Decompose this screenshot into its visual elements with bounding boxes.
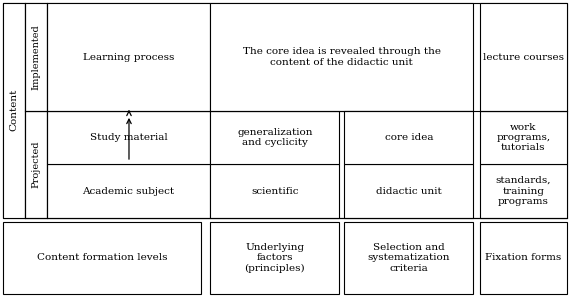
- Text: Selection and
systematization
criteria: Selection and systematization criteria: [367, 243, 450, 273]
- Text: The core idea is revealed through the
content of the didactic unit: The core idea is revealed through the co…: [243, 47, 441, 67]
- Bar: [25, 111, 46, 218]
- Text: scientific: scientific: [251, 187, 298, 196]
- Text: work
programs,
tutorials: work programs, tutorials: [497, 123, 550, 152]
- Text: Implemented: Implemented: [31, 24, 40, 90]
- Bar: [46, 111, 210, 164]
- Bar: [344, 222, 474, 294]
- Text: core idea: core idea: [385, 133, 433, 142]
- Text: generalization
and cyclicity: generalization and cyclicity: [237, 128, 313, 147]
- Text: didactic unit: didactic unit: [376, 187, 441, 196]
- Bar: [25, 3, 46, 111]
- Bar: [480, 111, 567, 164]
- Bar: [210, 3, 474, 111]
- Text: standards,
training
programs: standards, training programs: [496, 176, 551, 206]
- Text: Learning process: Learning process: [83, 52, 174, 61]
- Bar: [3, 3, 25, 218]
- Bar: [344, 164, 474, 218]
- Bar: [480, 164, 567, 218]
- Text: Underlying
factors
(principles): Underlying factors (principles): [245, 243, 305, 273]
- Text: Projected: Projected: [31, 140, 40, 188]
- Bar: [46, 3, 210, 111]
- Bar: [480, 222, 567, 294]
- Text: Content formation levels: Content formation levels: [37, 253, 168, 262]
- Bar: [344, 111, 474, 164]
- Text: lecture courses: lecture courses: [483, 52, 564, 61]
- Text: Fixation forms: Fixation forms: [485, 253, 561, 262]
- Text: Content: Content: [9, 89, 18, 131]
- Bar: [46, 164, 210, 218]
- Bar: [3, 222, 201, 294]
- Text: Academic subject: Academic subject: [83, 187, 174, 196]
- Bar: [480, 3, 567, 111]
- Bar: [3, 3, 567, 218]
- Bar: [210, 111, 339, 164]
- Bar: [210, 222, 339, 294]
- Text: Study material: Study material: [90, 133, 168, 142]
- Bar: [210, 164, 339, 218]
